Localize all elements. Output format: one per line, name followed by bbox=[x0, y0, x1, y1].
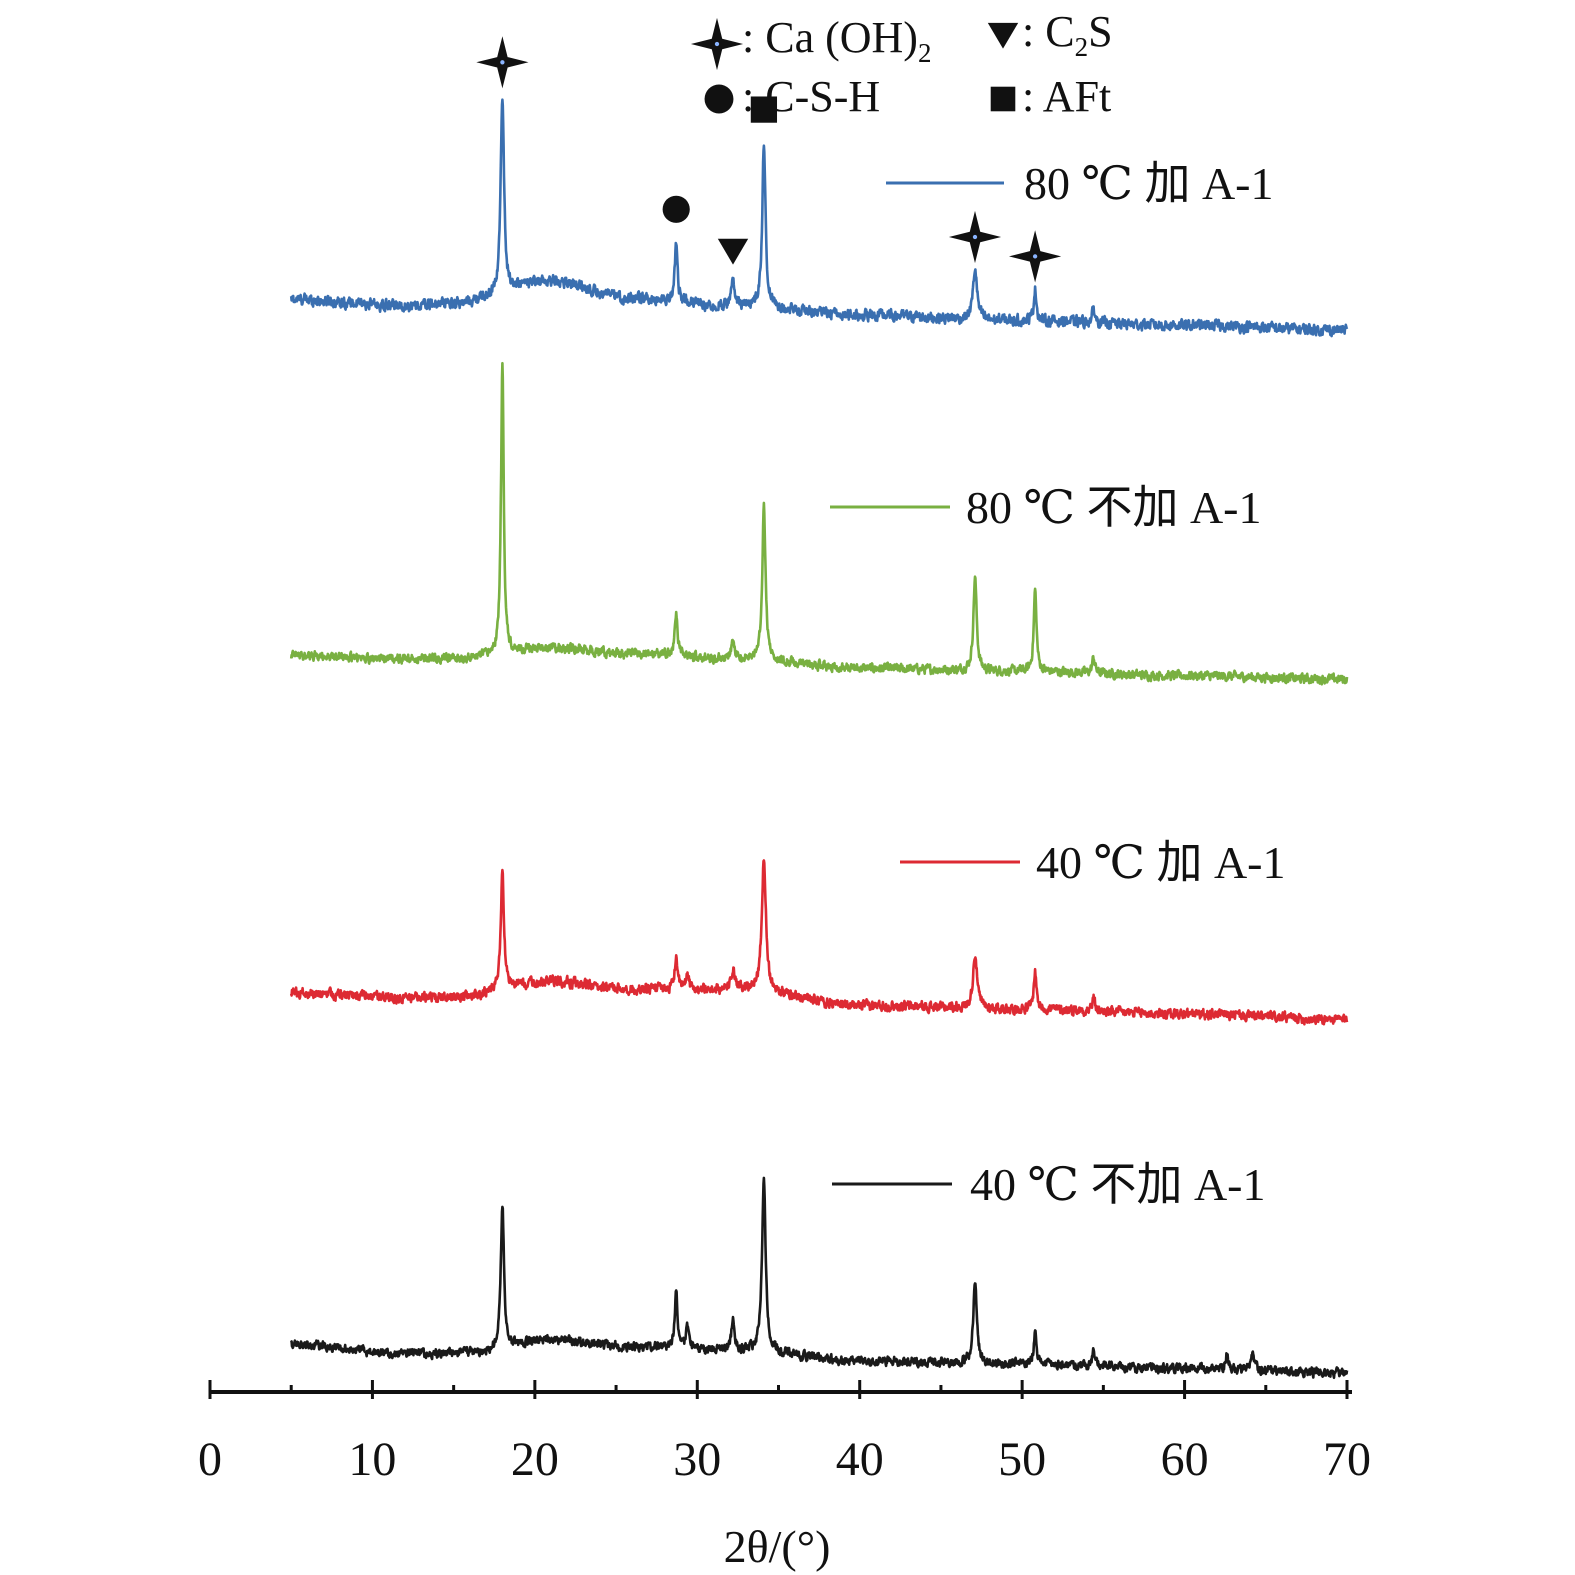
phase-marker bbox=[948, 210, 1002, 264]
circle-icon bbox=[704, 84, 734, 114]
key-aft-label: : AFt bbox=[1022, 72, 1111, 121]
x-axis: 0 10 20 30 40 50 60 70 2θ/(°) bbox=[198, 1380, 1371, 1572]
star-center-dot bbox=[1032, 254, 1038, 259]
triangle-down-icon bbox=[717, 238, 749, 265]
x-axis-label: 2θ/(°) bbox=[724, 1521, 831, 1572]
legend-label: 80 ℃ 不加 A-1 bbox=[966, 482, 1262, 533]
phase-marker-layer bbox=[476, 36, 1062, 283]
series-line bbox=[289, 361, 1349, 686]
x-ticks: 0 10 20 30 40 50 60 70 bbox=[198, 1380, 1371, 1486]
x-tick-label: 20 bbox=[511, 1433, 559, 1486]
key-csh-circle-icon bbox=[704, 84, 734, 114]
key-aft-square-icon bbox=[990, 86, 1016, 112]
key-ca-oh2-label: : Ca (OH)2 bbox=[742, 13, 931, 68]
phase-marker bbox=[476, 36, 529, 89]
series-line bbox=[289, 1176, 1349, 1380]
x-tick-label: 30 bbox=[673, 1433, 721, 1486]
x-tick-label: 40 bbox=[836, 1433, 884, 1486]
phase-marker bbox=[1009, 230, 1062, 283]
star-center-dot bbox=[500, 60, 505, 65]
x-tick-label: 0 bbox=[198, 1433, 222, 1486]
square-icon bbox=[990, 86, 1016, 112]
key-ca-oh2-star-icon bbox=[690, 17, 744, 71]
square-icon bbox=[750, 96, 778, 123]
series-layer bbox=[289, 98, 1349, 1380]
circle-icon bbox=[662, 195, 690, 223]
legend-label: 40 ℃ 加 A-1 bbox=[1036, 837, 1286, 888]
key-c2s-label: : C2S bbox=[1022, 7, 1113, 62]
x-tick-label: 60 bbox=[1161, 1433, 1209, 1486]
series-line bbox=[289, 98, 1349, 338]
series-line bbox=[289, 859, 1349, 1026]
x-tick-label: 70 bbox=[1323, 1433, 1371, 1486]
key-c2s-triangle-icon bbox=[987, 22, 1019, 49]
phase-marker bbox=[717, 238, 749, 265]
legend-label: 80 ℃ 加 A-1 bbox=[1024, 158, 1274, 209]
star-center-dot bbox=[972, 234, 978, 240]
phase-marker bbox=[750, 96, 778, 123]
legend: 80 ℃ 加 A-1 80 ℃ 不加 A-1 40 ℃ 加 A-1 40 ℃ 不加 A… bbox=[830, 158, 1286, 1210]
x-tick-label: 50 bbox=[998, 1433, 1046, 1486]
x-tick-label: 10 bbox=[348, 1433, 396, 1486]
star-center-dot bbox=[714, 41, 720, 47]
triangle-down-icon bbox=[987, 22, 1019, 49]
phase-marker bbox=[662, 195, 690, 223]
legend-label: 40 ℃ 不加 A-1 bbox=[970, 1159, 1266, 1210]
